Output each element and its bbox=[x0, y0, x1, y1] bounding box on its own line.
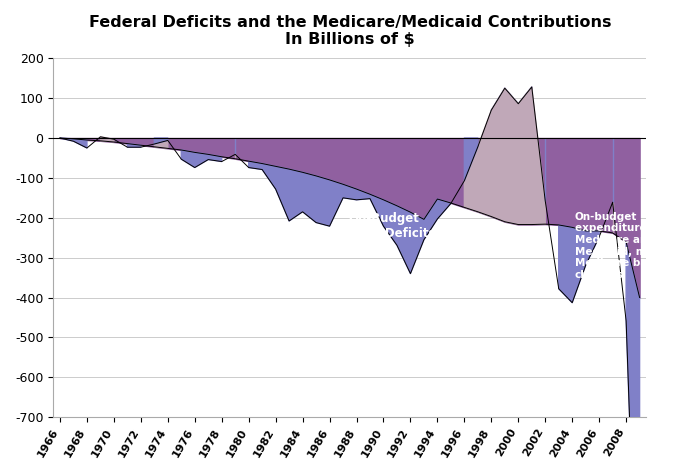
Text: On-Budget
Federal Deficits: On-Budget Federal Deficits bbox=[331, 212, 435, 240]
Title: Federal Deficits and the Medicare/Medicaid Contributions
In Billions of $: Federal Deficits and the Medicare/Medica… bbox=[88, 15, 611, 47]
Text: On-budget
expenditures on
Medicare and
Medicaid, minus
Medicare balance
changes: On-budget expenditures on Medicare and M… bbox=[575, 212, 679, 280]
